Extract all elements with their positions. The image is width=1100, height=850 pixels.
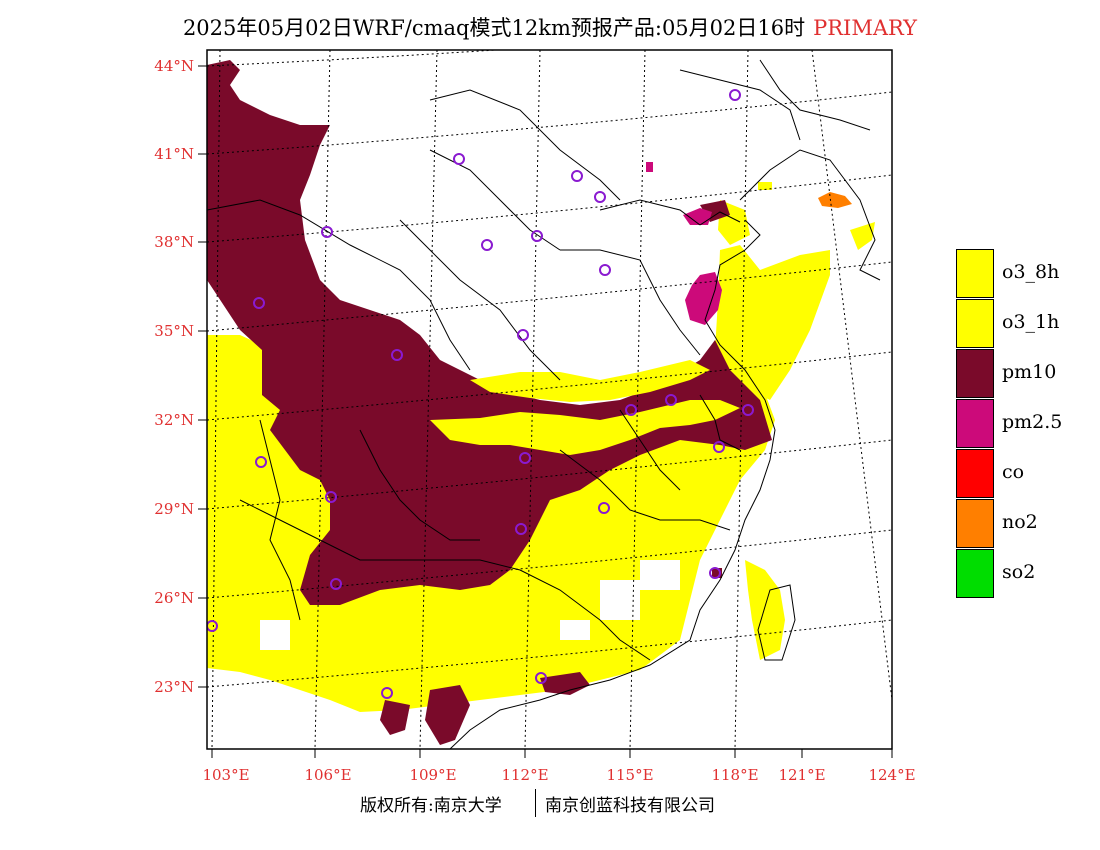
- footer-copyright: 版权所有:南京大学: [360, 796, 502, 816]
- station-marker: [713, 441, 725, 453]
- title-primary-tag: PRIMARY: [813, 16, 918, 40]
- footer-company: 南京创蓝科技有限公司: [545, 796, 715, 816]
- no2-region: [818, 192, 852, 208]
- footer-divider: [535, 789, 536, 817]
- legend-swatch: [956, 449, 994, 498]
- lon-label: 124°E: [868, 766, 916, 784]
- lat-label: 35°N: [154, 322, 194, 340]
- station-marker: [729, 89, 741, 101]
- map-title: 2025年05月02日WRF/cmaq模式12km预报产品:05月02日16时 P…: [0, 12, 1100, 42]
- lon-label: 103°E: [202, 766, 250, 784]
- station-marker: [625, 404, 637, 416]
- lon-label: 112°E: [501, 766, 549, 784]
- station-marker: [515, 523, 527, 535]
- pm25-region: [646, 162, 722, 325]
- map-frame: [206, 49, 893, 750]
- station-marker: [517, 329, 529, 341]
- station-marker: [381, 687, 393, 699]
- legend-label: so2: [1002, 561, 1036, 583]
- station-marker: [571, 170, 583, 182]
- boundaries: [207, 59, 881, 749]
- station-marker: [535, 672, 547, 684]
- legend-label: pm2.5: [1002, 411, 1063, 433]
- legend-label: co: [1002, 461, 1025, 483]
- station-marker: [742, 404, 754, 416]
- station-marker: [665, 394, 677, 406]
- station-marker: [531, 230, 543, 242]
- legend-swatch: [956, 249, 994, 298]
- station-marker: [207, 620, 218, 632]
- pm10-region: [207, 60, 772, 745]
- o3-intrusion: [430, 360, 740, 455]
- tick-marks: [198, 65, 893, 758]
- legend-swatch: [956, 549, 994, 598]
- lon-label: 121°E: [778, 766, 826, 784]
- lon-label: 109°E: [409, 766, 457, 784]
- station-markers: [207, 89, 754, 699]
- station-marker: [709, 567, 721, 579]
- legend-label: no2: [1002, 511, 1038, 533]
- station-marker: [594, 191, 606, 203]
- legend-label: o3_1h: [1002, 311, 1060, 333]
- lat-label: 41°N: [154, 145, 194, 163]
- map-area: [207, 50, 892, 749]
- station-marker: [321, 226, 333, 238]
- lat-label: 23°N: [154, 678, 194, 696]
- legend-swatch: [956, 399, 994, 448]
- station-marker: [481, 239, 493, 251]
- lat-label: 29°N: [154, 500, 194, 518]
- station-marker: [599, 264, 611, 276]
- lat-label: 26°N: [154, 589, 194, 607]
- lon-label: 106°E: [304, 766, 352, 784]
- lat-label: 44°N: [154, 57, 194, 75]
- legend-label: pm10: [1002, 361, 1057, 383]
- station-marker: [255, 456, 267, 468]
- station-marker: [330, 578, 342, 590]
- station-marker: [519, 452, 531, 464]
- station-marker: [598, 502, 610, 514]
- legend-swatch: [956, 499, 994, 548]
- title-text: 2025年05月02日WRF/cmaq模式12km预报产品:05月02日16时: [182, 16, 806, 40]
- lon-label: 115°E: [606, 766, 654, 784]
- lat-label: 32°N: [154, 411, 194, 429]
- station-marker: [325, 491, 337, 503]
- legend-swatch: [956, 349, 994, 398]
- legend-swatch: [956, 299, 994, 348]
- lat-label: 38°N: [154, 233, 194, 251]
- legend-label: o3_8h: [1002, 261, 1060, 283]
- graticule: [207, 50, 892, 749]
- station-marker: [253, 297, 265, 309]
- station-marker: [453, 153, 465, 165]
- lon-label: 118°E: [711, 766, 759, 784]
- station-marker: [391, 349, 403, 361]
